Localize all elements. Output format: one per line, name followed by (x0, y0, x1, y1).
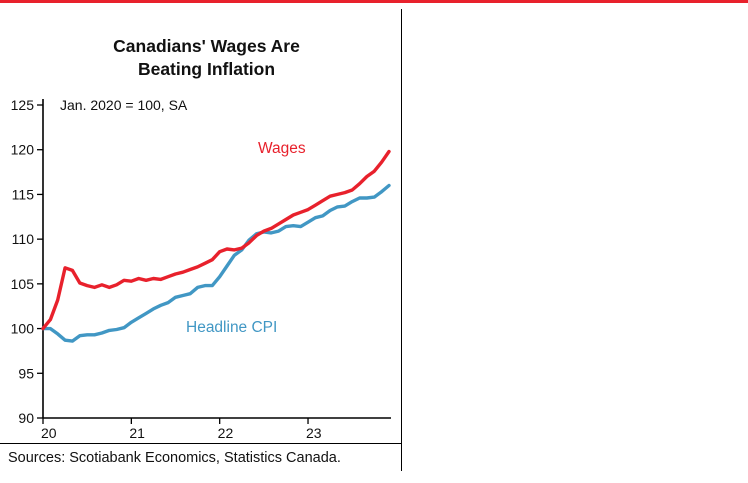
sources-note: Sources: Scotiabank Economics, Statistic… (0, 443, 401, 471)
chart-title: Canadians' Wages Are Beating Inflation (0, 35, 401, 81)
series-line-wages (41, 149, 391, 331)
x-tick-label: 20 (41, 425, 57, 441)
chart-subtitle: Jan. 2020 = 100, SA (60, 97, 188, 113)
y-tick-label: 120 (11, 142, 35, 158)
chart-title-line1: Canadians' Wages Are (113, 36, 300, 56)
y-tick-label: 105 (11, 276, 35, 292)
series-label-headline-cpi: Headline CPI (186, 319, 278, 336)
y-tick-label: 110 (12, 231, 35, 247)
chart-panel: Canadians' Wages Are Beating Inflation J… (0, 9, 402, 471)
y-tick-label: 100 (11, 321, 35, 337)
top-red-rule (0, 0, 748, 3)
chart-title-line2: Beating Inflation (137, 59, 276, 79)
chart-svg: 90 95 100 105 110 115 120 125 20 21 22 23 (11, 97, 391, 441)
y-tick-label: 90 (18, 410, 34, 426)
y-tick-label: 115 (12, 186, 35, 202)
series-label-wages: Wages (258, 140, 306, 157)
x-tick-label: 22 (218, 425, 234, 441)
x-tick-label: 21 (129, 425, 145, 441)
y-tick-label: 125 (11, 97, 35, 113)
x-tick-label: 23 (306, 425, 322, 441)
y-tick-label: 95 (18, 365, 34, 381)
series-line-headline-cpi (41, 183, 391, 343)
